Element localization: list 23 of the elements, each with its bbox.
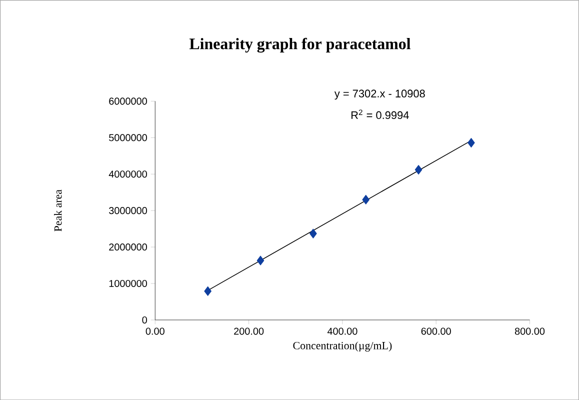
y-tick-label: 3000000 xyxy=(109,206,147,214)
y-tick-label: 1000000 xyxy=(109,280,147,287)
x-tick-label: 400.00 xyxy=(327,328,358,335)
annotation: R$^{2}$ = 0.9994 xyxy=(352,110,409,119)
y-tick-label: 5000000 xyxy=(109,134,147,142)
point xyxy=(310,228,317,238)
point xyxy=(468,138,475,148)
y-axis-title: Peak area xyxy=(54,190,62,232)
point xyxy=(256,256,264,266)
chart-title: Linearity graph for paracetamol xyxy=(189,38,410,53)
text: y = 7302.x - 10908 xyxy=(334,90,425,100)
y-tick-label: 6000000 xyxy=(109,98,147,105)
x-tick-label: 0.00 xyxy=(146,328,164,335)
point xyxy=(204,286,212,296)
x-tick-label: 200.00 xyxy=(234,328,264,335)
point xyxy=(414,164,422,174)
x-axis-title: Concentration(µg/mL) xyxy=(293,342,392,352)
point xyxy=(362,194,370,204)
y-tick-label: 2000000 xyxy=(109,243,147,250)
x-tick-label: 600.00 xyxy=(421,328,451,335)
y-tick-label: 0 xyxy=(142,316,147,324)
x-tick-label: 800.00 xyxy=(514,328,545,335)
y-tick-label: 4000000 xyxy=(108,170,147,178)
